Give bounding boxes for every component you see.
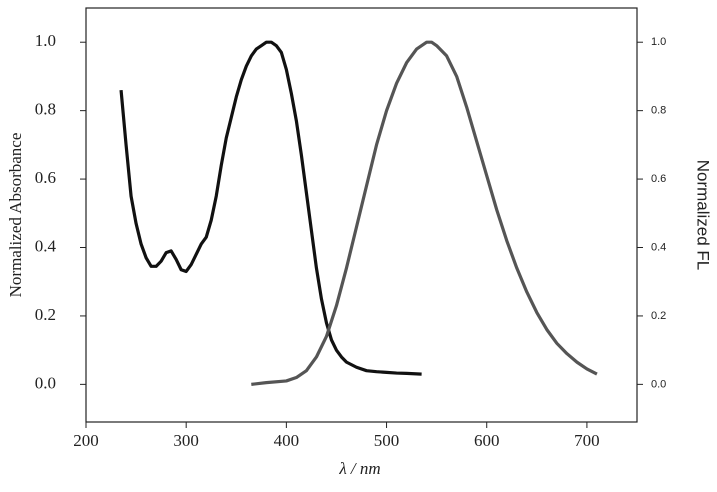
x-axis-label: λ / nm xyxy=(338,459,380,478)
plot-frame xyxy=(86,8,637,422)
y-tick-label: 0.8 xyxy=(35,100,56,119)
y-tick-label: 0.0 xyxy=(35,373,56,392)
y-tick-label: 1.0 xyxy=(35,31,56,50)
y2-tick-label: 0.4 xyxy=(651,241,666,253)
y-tick-label: 0.2 xyxy=(35,305,56,324)
data-line xyxy=(121,42,422,374)
x-tick-label: 400 xyxy=(274,431,300,450)
y2-tick-label: 1.0 xyxy=(651,36,666,48)
y-tick-label: 0.6 xyxy=(35,168,56,187)
y2-tick-label: 0.8 xyxy=(651,105,666,117)
x-tick-label: 600 xyxy=(474,431,500,450)
y2-tick-label: 0.2 xyxy=(651,310,666,322)
y2-axis-label: Normalized FL xyxy=(694,160,713,271)
x-tick-label: 300 xyxy=(173,431,199,450)
data-line xyxy=(251,42,597,384)
chart: λ / nm Normalized Absorbance Normalized … xyxy=(0,0,717,492)
y2-tick-label: 0.6 xyxy=(651,173,666,185)
y2-tick-label: 0.0 xyxy=(651,378,666,390)
x-tick-label: 500 xyxy=(374,431,400,450)
y-axis-label: Normalized Absorbance xyxy=(6,133,25,298)
x-tick-label: 200 xyxy=(73,431,99,450)
x-tick-label: 700 xyxy=(574,431,600,450)
y-tick-label: 0.4 xyxy=(35,236,57,255)
